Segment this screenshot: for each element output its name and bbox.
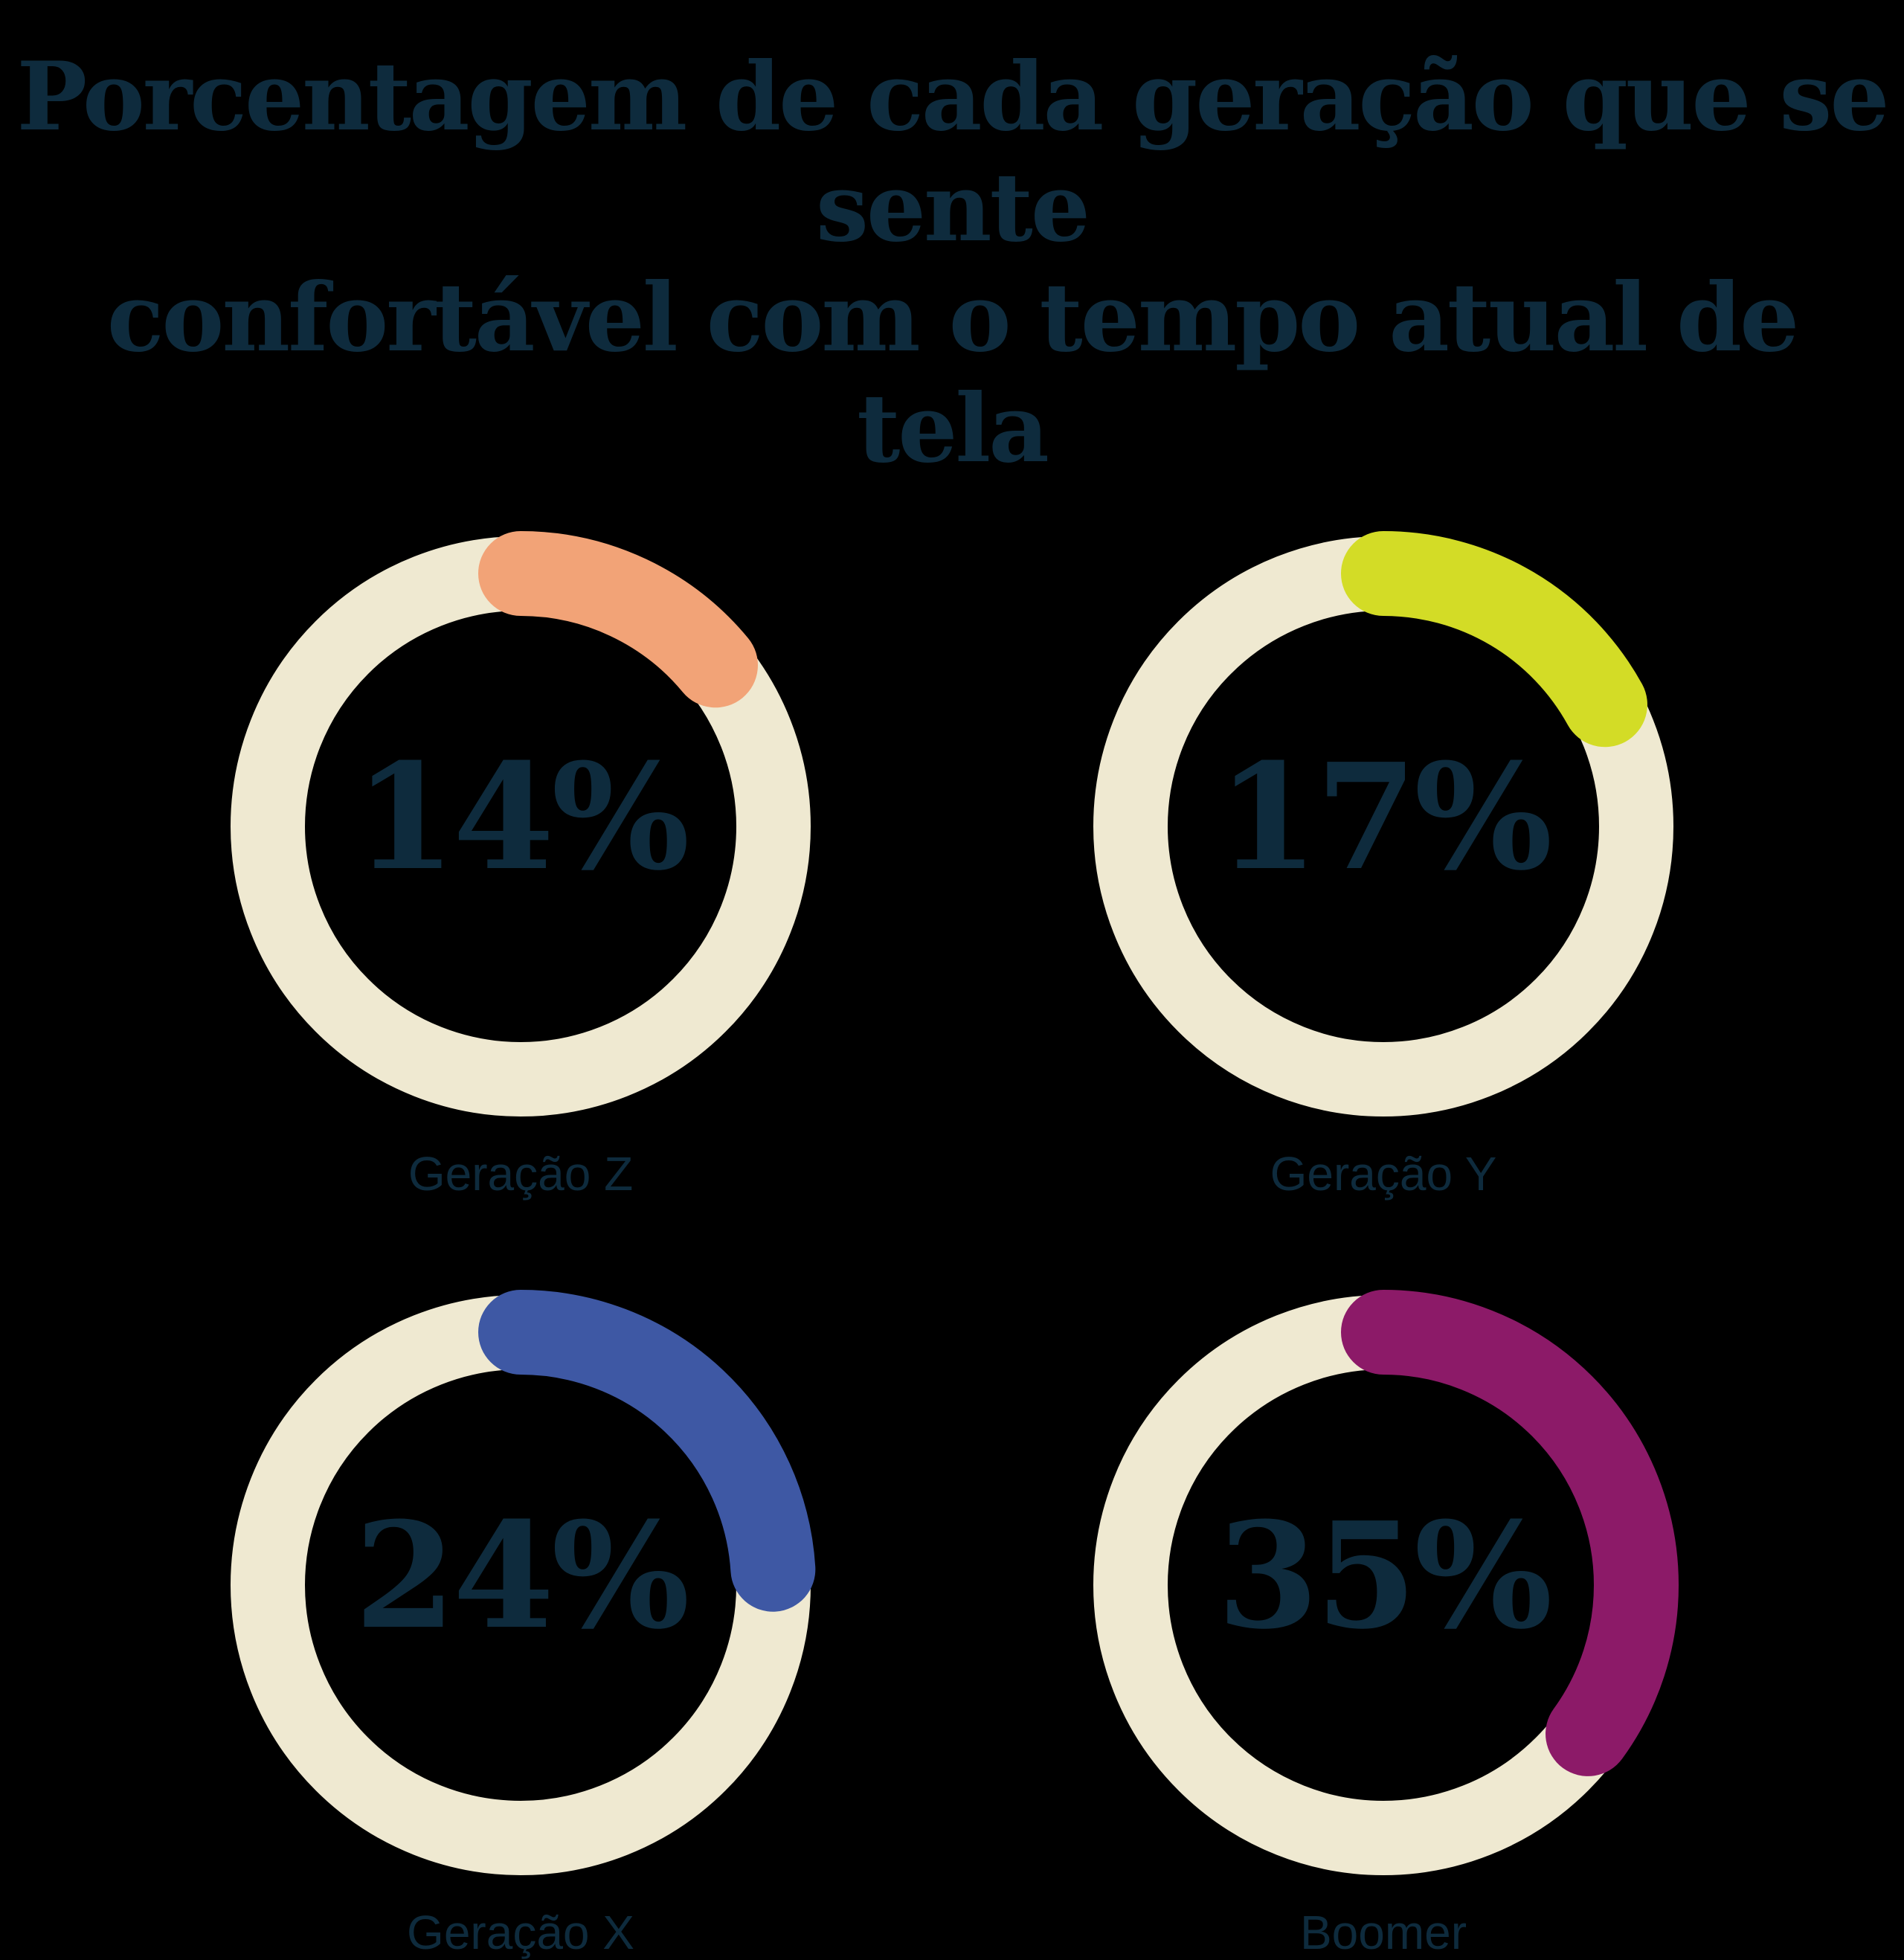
- donut-grid: 14% Geração Z 17% Geração Y 24% Geração …: [0, 530, 1904, 1960]
- donut-value-geracao-z: 14%: [354, 731, 690, 903]
- donut-ring-boomer: 35%: [1088, 1289, 1679, 1880]
- donut-label-boomer: Boomer: [1299, 1905, 1467, 1959]
- donut-value-geracao-x: 24%: [354, 1490, 690, 1662]
- donut-label-geracao-x: Geração X: [407, 1905, 634, 1959]
- donut-ring-svg: [225, 530, 816, 1122]
- chart-title: Porcentagem de cada geração que se sente…: [0, 0, 1904, 484]
- donut-value-boomer: 35%: [1217, 1490, 1553, 1662]
- donut-label-geracao-y: Geração Y: [1270, 1146, 1497, 1201]
- donut-chart-geracao-z: 14% Geração Z: [225, 530, 816, 1201]
- chart-title-line-2: confortável com o tempo atual de tela: [106, 263, 1800, 484]
- donut-chart-geracao-x: 24% Geração X: [225, 1289, 816, 1960]
- donut-ring-geracao-x: 24%: [225, 1289, 816, 1880]
- donut-ring-geracao-z: 14%: [225, 530, 816, 1122]
- chart-title-line-1: Porcentagem de cada geração que se sente: [16, 42, 1889, 263]
- donut-ring-svg: [1088, 530, 1679, 1122]
- donut-value-geracao-y: 17%: [1217, 731, 1553, 903]
- donut-ring-geracao-y: 17%: [1088, 530, 1679, 1122]
- donut-chart-boomer: 35% Boomer: [1088, 1289, 1679, 1960]
- donut-label-geracao-z: Geração Z: [408, 1146, 634, 1201]
- donut-chart-geracao-y: 17% Geração Y: [1088, 530, 1679, 1201]
